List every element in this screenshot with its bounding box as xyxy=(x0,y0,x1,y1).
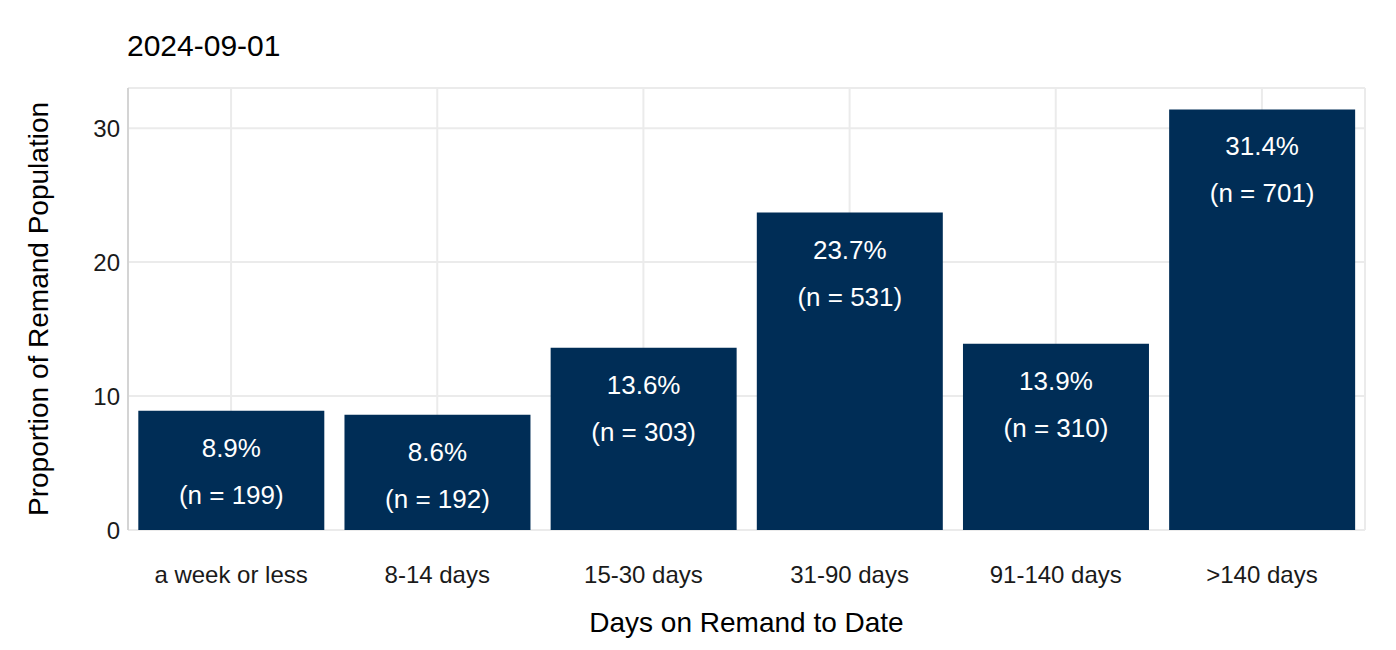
svg-text:31-90 days: 31-90 days xyxy=(790,561,909,588)
svg-text:Proportion of Remand Populatio: Proportion of Remand Population xyxy=(23,102,54,516)
svg-text:0: 0 xyxy=(107,517,120,544)
svg-text:8-14 days: 8-14 days xyxy=(385,561,490,588)
svg-text:8.9%(n = 199): 8.9%(n = 199) xyxy=(179,433,284,510)
svg-text:31.4%(n = 701): 31.4%(n = 701) xyxy=(1210,131,1315,208)
svg-text:a week or less: a week or less xyxy=(154,561,307,588)
svg-text:10: 10 xyxy=(93,383,120,410)
svg-text:91-140 days: 91-140 days xyxy=(990,561,1122,588)
svg-text:13.6%(n = 303): 13.6%(n = 303) xyxy=(591,370,696,447)
svg-text:15-30 days: 15-30 days xyxy=(584,561,703,588)
svg-text:20: 20 xyxy=(93,249,120,276)
svg-text:Days on Remand to Date: Days on Remand to Date xyxy=(589,607,903,638)
svg-text:30: 30 xyxy=(93,115,120,142)
svg-text:8.6%(n = 192): 8.6%(n = 192) xyxy=(385,437,490,514)
svg-text:13.9%(n = 310): 13.9%(n = 310) xyxy=(1004,366,1109,443)
html-text:2024-09-01: 2024-09-01 xyxy=(127,29,281,62)
svg-text:>140 days: >140 days xyxy=(1206,561,1317,588)
svg-text:23.7%(n = 531): 23.7%(n = 531) xyxy=(797,235,902,312)
